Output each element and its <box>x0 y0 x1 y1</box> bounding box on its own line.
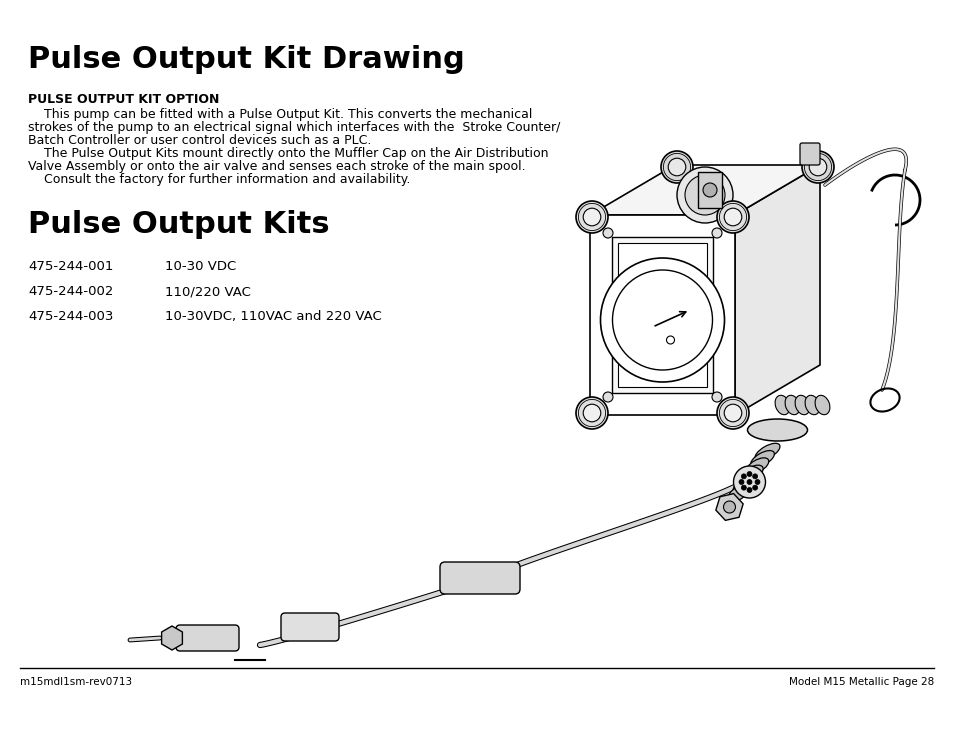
Text: Batch Controller or user control devices such as a PLC.: Batch Controller or user control devices… <box>28 134 371 147</box>
Circle shape <box>723 208 741 226</box>
FancyBboxPatch shape <box>175 625 239 651</box>
Circle shape <box>602 392 613 402</box>
Circle shape <box>754 480 760 485</box>
Ellipse shape <box>737 472 757 488</box>
Text: Consult the factory for further information and availability.: Consult the factory for further informat… <box>28 173 410 186</box>
Ellipse shape <box>750 451 774 467</box>
Circle shape <box>711 228 721 238</box>
Text: 475-244-001: 475-244-001 <box>28 260 113 273</box>
Circle shape <box>746 480 751 485</box>
Bar <box>618 243 706 387</box>
Circle shape <box>576 397 607 429</box>
Text: 475-244-002: 475-244-002 <box>28 285 113 298</box>
Circle shape <box>677 167 732 223</box>
Circle shape <box>702 183 717 197</box>
Circle shape <box>582 208 600 226</box>
Circle shape <box>808 158 826 176</box>
Circle shape <box>612 270 712 370</box>
FancyBboxPatch shape <box>439 562 519 594</box>
Text: 10-30 VDC: 10-30 VDC <box>165 260 236 273</box>
Ellipse shape <box>794 396 809 415</box>
Text: 110/220 VAC: 110/220 VAC <box>165 285 251 298</box>
Circle shape <box>666 336 674 344</box>
Circle shape <box>801 151 833 183</box>
Polygon shape <box>734 165 820 415</box>
Circle shape <box>733 466 764 498</box>
Circle shape <box>576 201 607 233</box>
Ellipse shape <box>747 419 806 441</box>
Ellipse shape <box>741 465 762 481</box>
Ellipse shape <box>745 458 768 474</box>
Bar <box>612 237 712 393</box>
Polygon shape <box>589 165 820 215</box>
Bar <box>698 172 721 208</box>
Circle shape <box>711 392 721 402</box>
Text: The Pulse Output Kits mount directly onto the Muffler Cap on the Air Distributio: The Pulse Output Kits mount directly ont… <box>28 147 548 160</box>
Circle shape <box>722 501 735 513</box>
Circle shape <box>723 404 741 422</box>
Text: Model M15 Metallic Page 28: Model M15 Metallic Page 28 <box>788 677 933 687</box>
Circle shape <box>602 228 613 238</box>
Text: Valve Assembly or onto the air valve and senses each stroke of the main spool.: Valve Assembly or onto the air valve and… <box>28 160 525 173</box>
Circle shape <box>717 201 748 233</box>
Text: This pump can be fitted with a Pulse Output Kit. This converts the mechanical: This pump can be fitted with a Pulse Out… <box>28 108 532 121</box>
Circle shape <box>746 472 751 477</box>
Circle shape <box>739 480 743 485</box>
Text: strokes of the pump to an electrical signal which interfaces with the  Stroke Co: strokes of the pump to an electrical sig… <box>28 121 559 134</box>
Circle shape <box>582 404 600 422</box>
Circle shape <box>599 258 723 382</box>
Ellipse shape <box>732 480 751 494</box>
Text: Pulse Output Kits: Pulse Output Kits <box>28 210 330 239</box>
Ellipse shape <box>728 487 745 501</box>
Circle shape <box>684 175 724 215</box>
Polygon shape <box>589 215 734 415</box>
Circle shape <box>667 158 685 176</box>
Text: m15mdl1sm-rev0713: m15mdl1sm-rev0713 <box>20 677 132 687</box>
Ellipse shape <box>774 396 789 415</box>
Circle shape <box>717 397 748 429</box>
FancyBboxPatch shape <box>281 613 338 641</box>
Ellipse shape <box>804 396 819 415</box>
Circle shape <box>752 474 757 479</box>
Circle shape <box>752 485 757 490</box>
Text: PULSE OUTPUT KIT OPTION: PULSE OUTPUT KIT OPTION <box>28 93 219 106</box>
Circle shape <box>740 485 745 490</box>
FancyBboxPatch shape <box>800 143 820 165</box>
Circle shape <box>746 488 751 492</box>
Text: Pulse Output Kit Drawing: Pulse Output Kit Drawing <box>28 45 464 74</box>
Ellipse shape <box>754 444 780 461</box>
Text: 475-244-003: 475-244-003 <box>28 310 113 323</box>
Circle shape <box>740 474 745 479</box>
Text: 10-30VDC, 110VAC and 220 VAC: 10-30VDC, 110VAC and 220 VAC <box>165 310 381 323</box>
Circle shape <box>660 151 692 183</box>
Ellipse shape <box>814 396 829 415</box>
Ellipse shape <box>784 396 799 415</box>
